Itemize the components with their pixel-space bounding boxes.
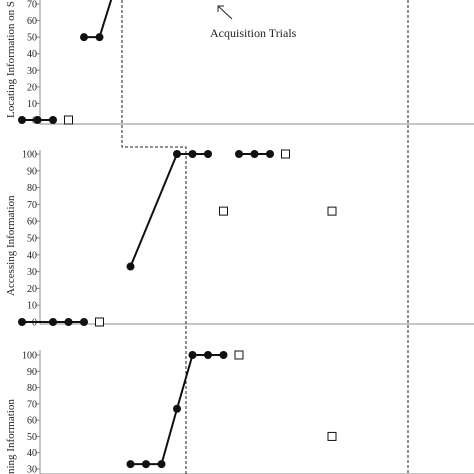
panel-top-tick-label: 20	[27, 82, 37, 93]
panel-top-acquisition-line	[84, 0, 113, 39]
panel-top-data-point	[80, 33, 88, 42]
panel-middle-tick-label: 10	[27, 301, 37, 312]
panel-middle-probe-point	[219, 206, 228, 216]
panel-bottom-data-point	[173, 404, 181, 413]
panel-middle-tick-label: 70	[27, 200, 37, 211]
panel-top-tick-label: 60	[27, 16, 37, 27]
panel-top-data-point	[18, 116, 26, 124]
panel-top-tick-label: 10	[27, 99, 37, 110]
panel-top-tick-label: 50	[27, 33, 37, 44]
panel-middle-data-point	[64, 318, 73, 326]
panel-bottom-data-point	[157, 460, 166, 469]
panel-bottom-tick-label: 90	[27, 367, 37, 378]
annotation-arrow-icon	[217, 5, 233, 20]
panel-bottom-data-point	[204, 351, 212, 359]
panel-middle-tick-label: 60	[27, 217, 37, 228]
panel-bottom-tick-label: 80	[27, 383, 37, 394]
axes-layer: 0102030405060700102030405060708090100304…	[22, 0, 474, 474]
panel-bottom-tick-label: 50	[27, 432, 37, 443]
panel-top-tick-label: 40	[27, 49, 37, 60]
panel-bottom-tick-label: 30	[27, 465, 37, 474]
panel-top-data-point	[49, 116, 57, 124]
panel-middle-data-point	[204, 150, 212, 158]
panel-middle-tick-label: 90	[27, 166, 37, 177]
panel-middle-probe-point	[281, 149, 290, 159]
panel-middle-tick-label: 40	[27, 250, 37, 261]
panel-middle-data-point	[188, 150, 197, 158]
panel-bottom-tick-label: 70	[27, 399, 37, 410]
panel-middle-probe-point	[95, 317, 104, 327]
panel-bottom-data-point	[219, 351, 228, 359]
panel-middle-data-point	[80, 318, 88, 326]
panel-middle-data-point	[18, 318, 26, 326]
panel-bottom-data-point	[142, 460, 150, 469]
panel-middle-tick-label: 20	[27, 284, 37, 295]
panel-bottom-data-point	[126, 460, 135, 469]
panel-middle-acquisition-line	[129, 153, 208, 267]
panel-bottom-data-point	[188, 351, 197, 359]
panel-middle-data-point	[266, 150, 274, 158]
annotation-arrow-head	[217, 5, 224, 12]
panel-top-ylabel: Locating Information on S	[5, 1, 17, 118]
panel-middle-tick-label: 80	[27, 183, 37, 194]
panel-top-probe-point	[64, 115, 73, 125]
panel-top-tick-label: 70	[27, 0, 37, 11]
panel-middle-data-point	[173, 150, 181, 158]
data-layer	[18, 0, 337, 469]
panel-middle-tick-label: 50	[27, 234, 37, 245]
panel-middle-data-point	[235, 150, 243, 158]
phase-change-line-acquisition	[121, 0, 187, 474]
panel-top-tick-label: 30	[27, 66, 37, 77]
panel-middle-ylabel: Accessing Information	[5, 195, 17, 296]
panel-bottom-probe-point	[327, 431, 337, 441]
panel-middle-data-point	[250, 150, 259, 158]
phase-change-lines	[121, 0, 409, 474]
panel-bottom-tick-label: 40	[27, 448, 37, 459]
annotation-label: Acquisition Trials	[210, 26, 297, 40]
panel-bottom-ylabel: ning Information	[5, 399, 17, 474]
panel-middle-tick-label: 100	[22, 150, 37, 161]
panel-middle-data-point	[49, 318, 57, 326]
panel-bottom-tick-label: 60	[27, 416, 37, 427]
panel-top-data-point	[33, 116, 42, 124]
panel-bottom-tick-label: 100	[22, 351, 37, 362]
panel-middle-data-point	[126, 262, 135, 271]
panel-middle-probe-point	[327, 206, 337, 216]
panel-bottom-probe-point	[234, 350, 244, 360]
panel-top-data-point	[95, 33, 104, 42]
annotation-acquisition-trials: Acquisition Trials	[210, 5, 297, 40]
panel-middle-tick-label: 30	[27, 267, 37, 278]
